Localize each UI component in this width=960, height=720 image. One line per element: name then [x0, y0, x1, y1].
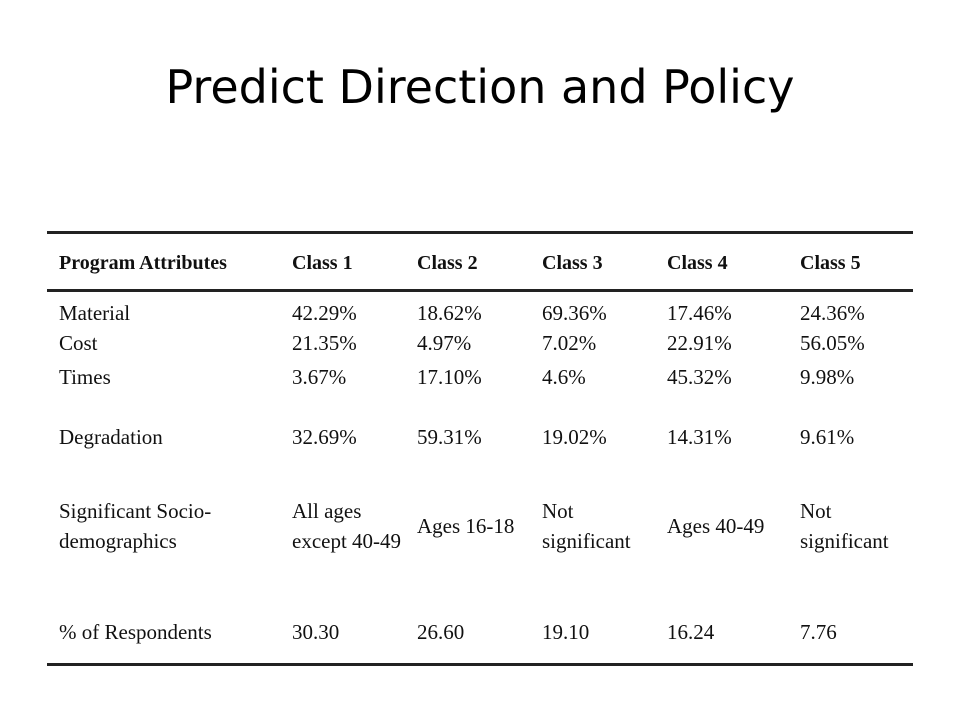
table-cell: 17.46% 22.91%	[655, 291, 788, 359]
cell-socio-class-2: Ages 16-18	[417, 514, 515, 538]
attributes-table: Program Attributes Class 1 Class 2 Class…	[47, 231, 913, 666]
cell-degradation-class-1: 32.69%	[292, 425, 357, 449]
cell-times-class-1: 3.67%	[292, 365, 347, 389]
cell-socio-class-4: Ages 40-49	[667, 514, 765, 538]
table-row-socio-demographics: Significant Socio- demographics All ages…	[47, 496, 913, 617]
cell-degradation-class-4: 14.31%	[667, 425, 732, 449]
column-header-class-4: Class 4	[655, 231, 788, 292]
cell-times-class-5: 9.98%	[800, 365, 855, 389]
cell-degradation-class-2: 59.31%	[417, 425, 482, 449]
table-cell: Not significant	[530, 496, 655, 617]
cell-respondents-class-4: 16.24	[655, 617, 788, 666]
table-cell: All ages except 40-49	[280, 496, 405, 617]
cell-socio-class-1-line-2: except 40-49	[292, 529, 402, 553]
cell-respondents-class-5: 7.76	[788, 617, 913, 666]
column-header-class-5: Class 5	[788, 231, 913, 292]
table-row-respondents: % of Respondents 30.30 26.60 19.10 16.24…	[47, 617, 913, 666]
column-header-class-2: Class 2	[405, 231, 530, 292]
row-label-material: Material	[59, 301, 131, 325]
cell-material-class-3: 69.36%	[542, 301, 607, 325]
column-header-program-attributes: Program Attributes	[47, 231, 280, 292]
cell-socio-class-1-line-1: All ages	[292, 499, 362, 523]
cell-material-class-5: 24.36%	[800, 301, 865, 325]
table-row-degradation: Degradation 32.69% 59.31% 19.02% 14.31% …	[47, 422, 913, 496]
row-label-respondents: % of Respondents	[47, 617, 280, 666]
cell-degradation-class-5: 9.61%	[800, 425, 855, 449]
row-label-socio-line-2: demographics	[59, 529, 177, 553]
table-cell: 69.36% 7.02%	[530, 291, 655, 359]
table-cell: 18.62% 4.97%	[405, 291, 530, 359]
cell-times-class-4: 45.32%	[667, 365, 732, 389]
cell-socio-class-5-line-2: significant	[800, 529, 889, 553]
cell-times-class-2: 17.10%	[417, 365, 482, 389]
table-row-material-cost: Material Cost 42.29% 21.35% 18.62% 4.97%…	[47, 291, 913, 359]
table-cell: Not significant	[788, 496, 913, 617]
table-cell: 42.29% 21.35%	[280, 291, 405, 359]
row-label-material-cost: Material Cost	[47, 291, 280, 359]
row-label-times: Times	[59, 365, 111, 389]
cell-socio-class-3-line-2: significant	[542, 529, 631, 553]
table-cell: Ages 16-18	[405, 496, 530, 617]
attributes-table-container: Program Attributes Class 1 Class 2 Class…	[47, 231, 913, 666]
cell-cost-class-1: 21.35%	[292, 331, 357, 355]
column-header-class-3: Class 3	[530, 231, 655, 292]
column-header-class-1: Class 1	[280, 231, 405, 292]
cell-material-class-4: 17.46%	[667, 301, 732, 325]
cell-socio-class-5-line-1: Not	[800, 499, 832, 523]
table-row-times: Times 3.67% 17.10% 4.6% 45.32% 9.98%	[47, 358, 913, 422]
cell-cost-class-2: 4.97%	[417, 331, 472, 355]
cell-respondents-class-3: 19.10	[530, 617, 655, 666]
cell-cost-class-5: 56.05%	[800, 331, 865, 355]
table-cell: Ages 40-49	[655, 496, 788, 617]
cell-material-class-2: 18.62%	[417, 301, 482, 325]
cell-degradation-class-3: 19.02%	[542, 425, 607, 449]
cell-respondents-class-2: 26.60	[405, 617, 530, 666]
table-cell: 24.36% 56.05%	[788, 291, 913, 359]
cell-cost-class-4: 22.91%	[667, 331, 732, 355]
row-label-degradation: Degradation	[59, 425, 163, 449]
slide-title: Predict Direction and Policy	[165, 60, 795, 114]
cell-times-class-3: 4.6%	[542, 365, 586, 389]
cell-respondents-class-1: 30.30	[280, 617, 405, 666]
row-label-socio-demographics: Significant Socio- demographics	[47, 496, 280, 617]
table-header-row: Program Attributes Class 1 Class 2 Class…	[47, 231, 913, 292]
cell-cost-class-3: 7.02%	[542, 331, 597, 355]
cell-socio-class-3-line-1: Not	[542, 499, 574, 523]
cell-material-class-1: 42.29%	[292, 301, 357, 325]
row-label-socio-line-1: Significant Socio-	[59, 499, 212, 523]
row-label-cost: Cost	[59, 331, 98, 355]
